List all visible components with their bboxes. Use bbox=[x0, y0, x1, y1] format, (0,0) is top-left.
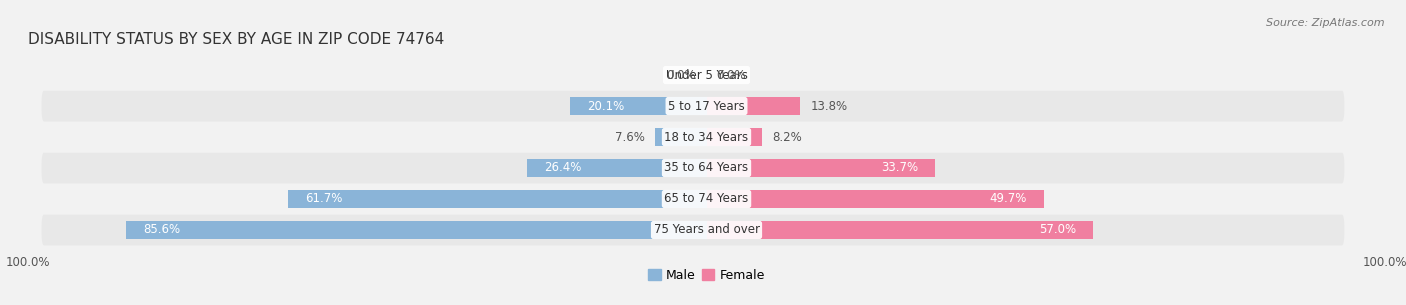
Bar bbox=[707, 159, 935, 177]
Text: 20.1%: 20.1% bbox=[588, 99, 624, 113]
Text: DISABILITY STATUS BY SEX BY AGE IN ZIP CODE 74764: DISABILITY STATUS BY SEX BY AGE IN ZIP C… bbox=[28, 32, 444, 47]
FancyBboxPatch shape bbox=[42, 184, 1344, 214]
FancyBboxPatch shape bbox=[42, 214, 1344, 246]
Text: 85.6%: 85.6% bbox=[143, 224, 180, 236]
Text: 26.4%: 26.4% bbox=[544, 161, 582, 174]
Bar bbox=[707, 221, 1094, 239]
Bar bbox=[707, 190, 1043, 208]
Bar bbox=[707, 128, 762, 146]
Text: Source: ZipAtlas.com: Source: ZipAtlas.com bbox=[1267, 18, 1385, 28]
Text: 35 to 64 Years: 35 to 64 Years bbox=[665, 161, 748, 174]
Bar bbox=[655, 128, 707, 146]
FancyBboxPatch shape bbox=[42, 59, 1344, 91]
Text: 0.0%: 0.0% bbox=[666, 69, 696, 81]
Bar bbox=[571, 97, 707, 115]
FancyBboxPatch shape bbox=[42, 91, 1344, 121]
Text: 61.7%: 61.7% bbox=[305, 192, 342, 206]
Text: Under 5 Years: Under 5 Years bbox=[665, 69, 748, 81]
Bar bbox=[527, 159, 707, 177]
Text: 18 to 34 Years: 18 to 34 Years bbox=[665, 131, 748, 144]
Text: 7.6%: 7.6% bbox=[614, 131, 645, 144]
Text: 49.7%: 49.7% bbox=[990, 192, 1026, 206]
Text: 5 to 17 Years: 5 to 17 Years bbox=[668, 99, 745, 113]
Text: 8.2%: 8.2% bbox=[772, 131, 801, 144]
FancyBboxPatch shape bbox=[42, 121, 1344, 152]
Legend: Male, Female: Male, Female bbox=[644, 264, 769, 287]
Bar bbox=[125, 221, 707, 239]
Text: 57.0%: 57.0% bbox=[1039, 224, 1076, 236]
FancyBboxPatch shape bbox=[42, 152, 1344, 184]
Text: 0.0%: 0.0% bbox=[717, 69, 747, 81]
Bar bbox=[707, 97, 800, 115]
Text: 33.7%: 33.7% bbox=[882, 161, 918, 174]
Text: 75 Years and over: 75 Years and over bbox=[654, 224, 759, 236]
Text: 13.8%: 13.8% bbox=[810, 99, 848, 113]
Bar bbox=[288, 190, 707, 208]
Text: 65 to 74 Years: 65 to 74 Years bbox=[665, 192, 748, 206]
